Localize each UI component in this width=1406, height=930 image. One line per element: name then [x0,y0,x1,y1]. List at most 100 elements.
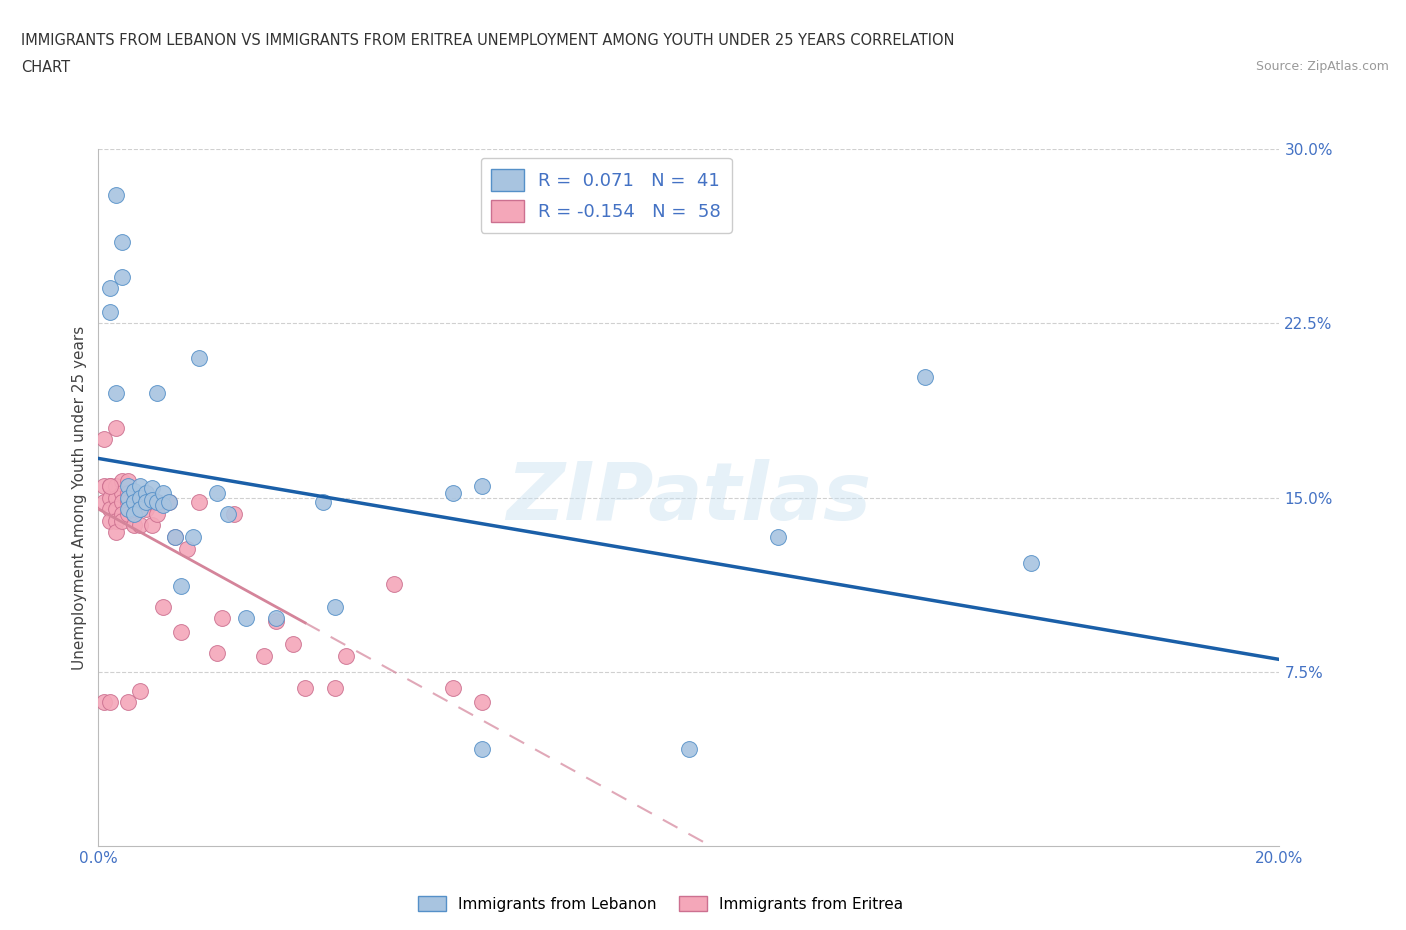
Point [111,270,134,285]
Point [105,479,128,494]
Point [181,530,204,545]
Text: CHART: CHART [21,60,70,75]
Point [122,485,145,500]
Point [128,518,150,533]
Point [105,513,128,528]
Point [117,474,139,489]
Point [205,646,228,661]
Point [471,741,494,756]
Point [128,495,150,510]
Point [117,479,139,494]
Point [111,474,134,489]
Point [441,681,464,696]
Point [146,507,169,522]
Point [146,386,169,401]
Point [135,485,157,500]
Point [157,495,180,510]
Point [205,485,228,500]
Point [111,485,134,500]
Point [471,479,494,494]
Point [111,234,134,249]
Point [323,600,346,615]
Point [157,495,180,510]
Point [105,386,128,401]
Point [98,304,121,319]
Point [122,484,145,498]
Point [441,485,464,500]
Point [141,493,163,508]
Point [264,611,287,626]
Point [117,485,139,500]
Point [98,479,121,494]
Point [98,281,121,296]
Point [312,495,335,510]
Point [122,507,145,522]
Point [165,530,187,545]
Point [187,351,209,365]
Point [766,530,789,545]
Point [335,648,357,663]
Point [152,485,174,500]
Point [152,600,174,615]
Point [678,741,700,756]
Point [105,525,128,540]
Point [98,695,121,710]
Point [135,485,157,500]
Point [170,578,193,593]
Point [128,683,150,698]
Point [141,495,163,510]
Point [117,490,139,505]
Point [105,188,128,203]
Point [135,495,157,510]
Point [323,681,346,696]
Point [135,495,157,510]
Point [117,695,139,710]
Point [111,495,134,510]
Point [176,541,198,556]
Point [152,498,174,512]
Point [224,507,246,522]
Point [105,502,128,517]
Point [122,507,145,522]
Point [382,577,405,591]
Point [93,495,115,510]
Point [122,495,145,510]
Point [141,481,163,496]
Point [98,479,121,494]
Point [146,495,169,510]
Point [128,479,150,494]
Point [141,518,163,533]
Point [235,611,257,626]
Point [253,648,276,663]
Point [117,495,139,510]
Point [471,695,494,710]
Point [283,637,305,652]
Point [914,369,936,384]
Point [117,502,139,517]
Point [165,530,187,545]
Point [187,495,209,510]
Text: ZIPatlas: ZIPatlas [506,458,872,537]
Point [128,490,150,505]
Point [1021,555,1043,570]
Point [111,513,134,528]
Point [122,518,145,533]
Legend: R =  0.071   N =  41, R = -0.154   N =  58: R = 0.071 N = 41, R = -0.154 N = 58 [481,158,733,232]
Point [128,502,150,517]
Legend: Immigrants from Lebanon, Immigrants from Eritrea: Immigrants from Lebanon, Immigrants from… [412,889,910,918]
Point [211,611,233,626]
Point [264,614,287,629]
Point [93,479,115,494]
Point [217,507,239,522]
Point [117,507,139,522]
Point [93,695,115,710]
Text: Source: ZipAtlas.com: Source: ZipAtlas.com [1256,60,1389,73]
Point [111,507,134,522]
Y-axis label: Unemployment Among Youth under 25 years: Unemployment Among Youth under 25 years [72,326,87,670]
Point [93,432,115,447]
Point [105,420,128,435]
Point [98,490,121,505]
Point [98,502,121,517]
Text: IMMIGRANTS FROM LEBANON VS IMMIGRANTS FROM ERITREA UNEMPLOYMENT AMONG YOUTH UNDE: IMMIGRANTS FROM LEBANON VS IMMIGRANTS FR… [21,33,955,47]
Point [294,681,316,696]
